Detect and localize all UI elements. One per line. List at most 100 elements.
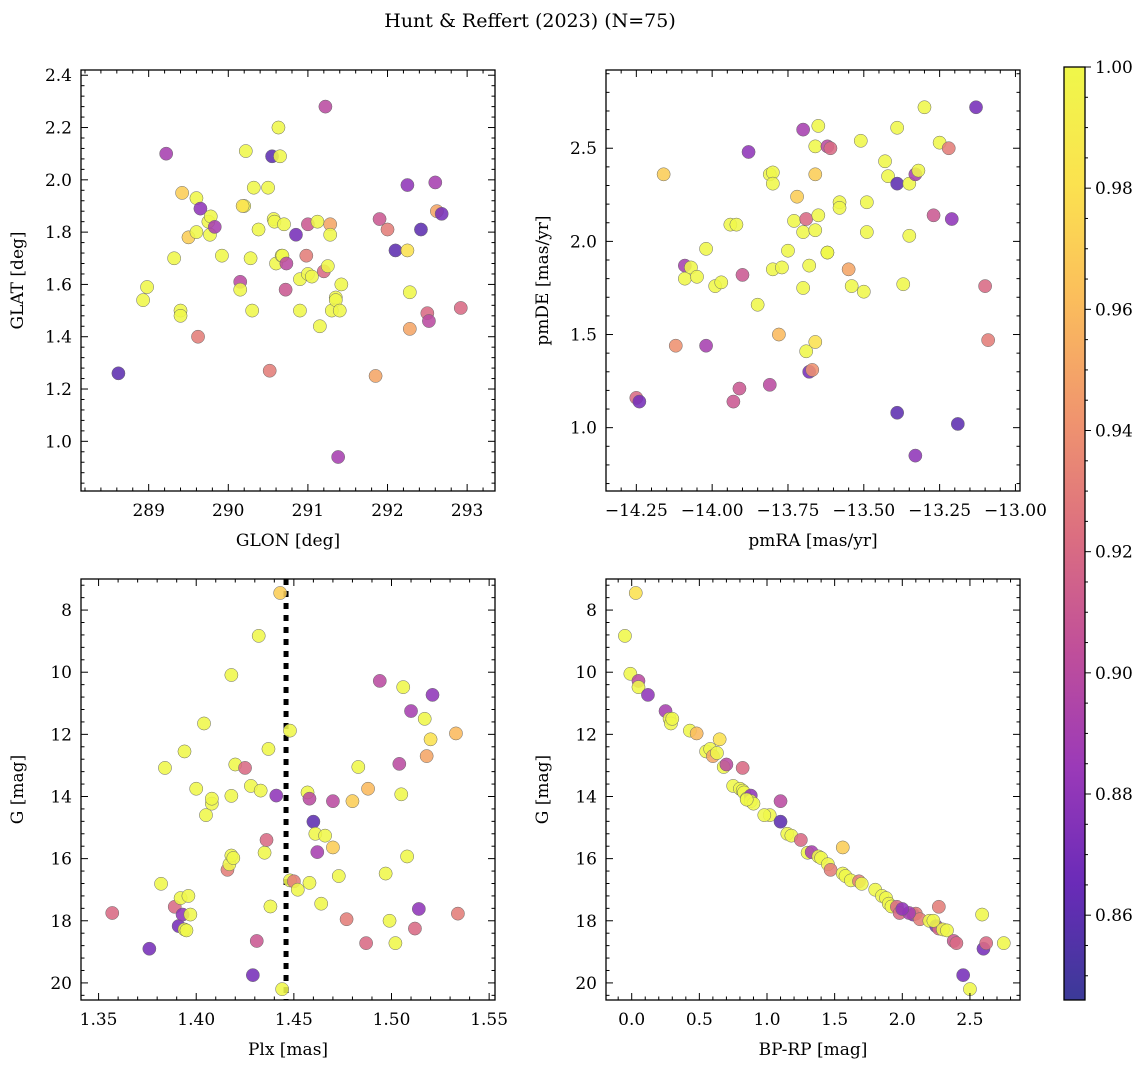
x-tick-label: 1.45 xyxy=(275,1010,313,1030)
data-point xyxy=(665,711,680,726)
data-point xyxy=(334,277,349,292)
y-tick-label: 1.0 xyxy=(45,432,72,452)
data-point xyxy=(449,726,463,741)
data-point xyxy=(167,251,181,266)
data-point xyxy=(859,195,874,210)
data-point xyxy=(181,889,196,903)
data-point xyxy=(251,222,266,237)
data-point xyxy=(854,876,869,891)
data-point xyxy=(796,122,810,137)
colorbar-gradient xyxy=(1063,66,1086,1001)
data-point xyxy=(189,225,204,239)
panel-glon-glat: 289 290 291 292 293 1.0 1.2 1.4 1.6 1.8 2.0 2.2 2.4 G… xyxy=(8,66,496,551)
data-point xyxy=(312,319,327,334)
scatter-points xyxy=(105,586,465,996)
colorbar-tick-label: 0.86 xyxy=(1095,906,1133,926)
data-point xyxy=(690,269,704,284)
data-point xyxy=(411,902,426,916)
y-axis-label: GLAT [deg] xyxy=(8,231,28,329)
data-point xyxy=(890,176,905,191)
data-point xyxy=(773,794,788,809)
scatter-points xyxy=(111,99,468,464)
data-point xyxy=(712,732,727,747)
data-point xyxy=(372,212,387,226)
data-point xyxy=(896,277,911,292)
data-point xyxy=(253,783,268,798)
panel-pmra-pmde: −14.25 −14.00 −13.75 −13.50 −13.25 −13.00 1.0 1… xyxy=(533,69,1047,551)
data-point xyxy=(279,256,294,271)
data-point xyxy=(428,175,443,190)
data-point xyxy=(245,968,260,982)
data-point xyxy=(382,913,397,928)
x-tick-label: −13.75 xyxy=(757,501,820,521)
y-tick-label: 2.5 xyxy=(570,139,597,159)
y-tick-label: 10 xyxy=(50,663,72,683)
data-point xyxy=(978,279,992,293)
data-point xyxy=(419,749,434,763)
data-point xyxy=(207,220,222,234)
colorbar-tick-label: 0.92 xyxy=(1095,543,1133,563)
data-point xyxy=(926,913,941,928)
data-point xyxy=(378,866,393,881)
data-point xyxy=(811,208,826,223)
data-point xyxy=(453,301,468,315)
data-point xyxy=(361,781,375,796)
data-point xyxy=(940,923,954,938)
data-point xyxy=(305,269,319,284)
data-point xyxy=(359,936,373,950)
data-point xyxy=(310,214,325,229)
x-tick-label: 1.5 xyxy=(821,1010,848,1030)
data-point xyxy=(400,849,414,864)
data-point xyxy=(799,344,814,359)
data-point xyxy=(278,282,293,297)
x-axis-label: GLON [deg] xyxy=(236,531,340,551)
y-tick-label: 1.0 xyxy=(570,419,597,439)
data-point xyxy=(895,902,910,916)
data-point xyxy=(224,789,239,803)
data-point xyxy=(699,241,713,256)
data-point xyxy=(271,120,286,135)
data-point xyxy=(796,225,810,239)
data-point xyxy=(235,199,250,213)
x-tick-label: −13.50 xyxy=(832,501,895,521)
y-tick-label: 20 xyxy=(50,974,72,994)
data-point xyxy=(261,180,275,195)
y-tick-label: 18 xyxy=(50,912,72,932)
data-point xyxy=(911,163,926,178)
data-point xyxy=(314,896,329,911)
data-point xyxy=(368,369,383,383)
y-tick-label: 2.2 xyxy=(45,119,72,139)
data-point xyxy=(941,141,956,156)
colorbar: 0.86 0.88 0.90 0.92 0.94 0.96 0.98 1.00 xyxy=(1063,58,1133,1001)
data-point xyxy=(293,303,307,318)
data-point xyxy=(781,243,795,258)
data-point xyxy=(159,146,174,161)
data-point xyxy=(332,303,347,318)
data-point xyxy=(950,417,965,431)
data-point xyxy=(226,851,241,865)
data-point xyxy=(199,808,213,822)
y-tick-label: 18 xyxy=(575,912,597,932)
data-point xyxy=(775,260,789,275)
data-point xyxy=(310,845,325,859)
data-point xyxy=(808,335,823,349)
data-point xyxy=(739,792,754,807)
data-point xyxy=(263,899,278,914)
data-point xyxy=(699,338,713,353)
panel-plx-g: 1.35 1.40 1.45 1.50 1.55 8 10 12 14 16 18 20 Plx [ma… xyxy=(8,578,508,1060)
y-tick-label: 14 xyxy=(575,787,597,807)
data-point xyxy=(283,723,297,738)
y-tick-label: 20 xyxy=(575,974,597,994)
y-tick-label: 1.5 xyxy=(570,326,597,346)
data-point xyxy=(820,245,835,260)
data-point xyxy=(772,327,786,342)
y-tick-label: 14 xyxy=(50,787,72,807)
x-axis-label: Plx [mas] xyxy=(248,1040,328,1060)
y-tick-label: 16 xyxy=(575,850,597,870)
x-tick-label: 0.0 xyxy=(618,1010,645,1030)
data-point xyxy=(787,214,801,228)
data-point xyxy=(719,757,734,772)
data-point xyxy=(392,757,407,771)
y-tick-label: 2.0 xyxy=(45,171,72,191)
data-point xyxy=(193,201,208,216)
